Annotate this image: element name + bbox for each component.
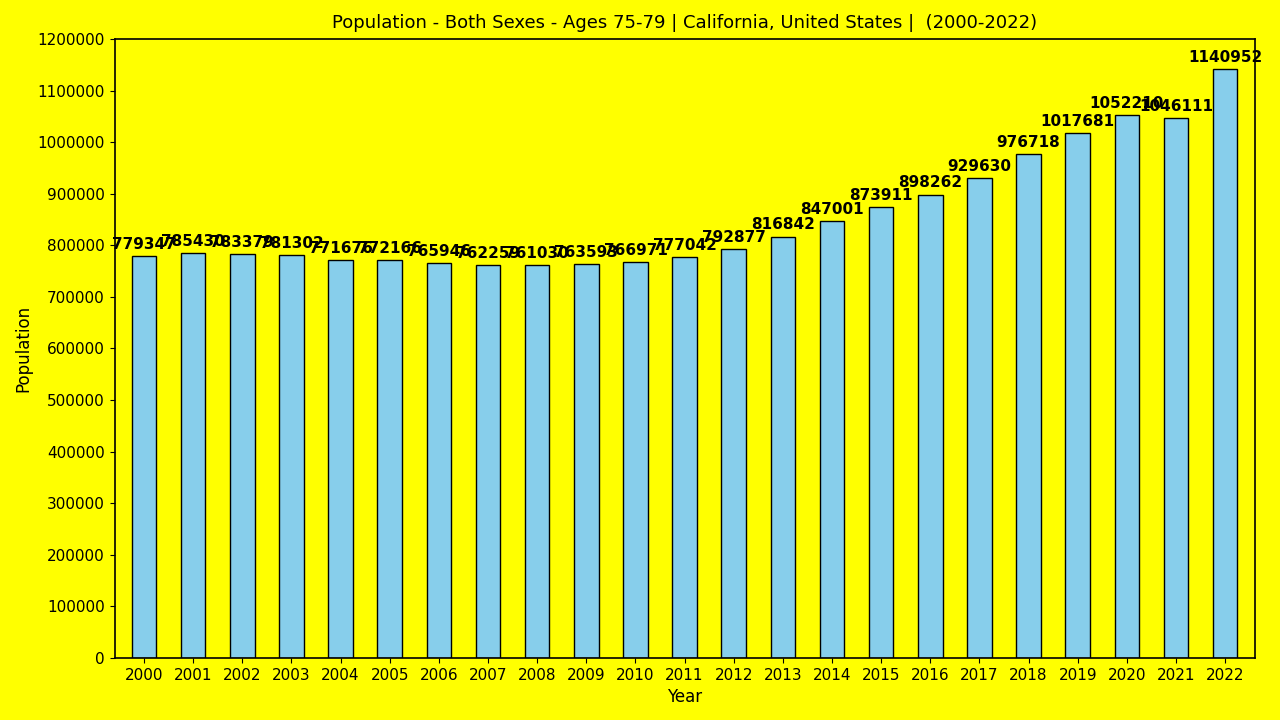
Text: 929630: 929630 — [947, 159, 1011, 174]
Bar — [869, 207, 893, 658]
Text: 847001: 847001 — [800, 202, 864, 217]
Bar — [623, 262, 648, 658]
Bar — [426, 263, 451, 658]
Text: 1046111: 1046111 — [1139, 99, 1213, 114]
Text: 763593: 763593 — [554, 245, 618, 260]
Text: 785430: 785430 — [161, 234, 225, 248]
Text: 898262: 898262 — [899, 176, 963, 191]
Text: 816842: 816842 — [751, 217, 815, 233]
Text: 1052210: 1052210 — [1089, 96, 1164, 111]
Bar — [378, 260, 402, 658]
Text: 766971: 766971 — [603, 243, 667, 258]
Y-axis label: Population: Population — [14, 305, 32, 392]
Text: 765946: 765946 — [407, 243, 471, 258]
Bar — [1115, 115, 1139, 658]
Bar — [722, 249, 746, 658]
Bar — [573, 264, 599, 658]
Bar — [328, 260, 353, 658]
Text: 779347: 779347 — [113, 237, 175, 252]
Text: 1140952: 1140952 — [1188, 50, 1262, 66]
Bar — [1016, 154, 1041, 658]
Bar — [918, 194, 942, 658]
Bar — [476, 265, 500, 658]
Text: 783379: 783379 — [210, 235, 274, 250]
Bar — [968, 179, 992, 658]
Bar — [525, 266, 549, 658]
Text: 976718: 976718 — [997, 135, 1060, 150]
Bar — [1065, 133, 1091, 658]
Text: 873911: 873911 — [850, 188, 913, 203]
Text: 781302: 781302 — [260, 235, 324, 251]
Bar — [672, 257, 696, 658]
Bar — [819, 221, 845, 658]
Bar — [230, 254, 255, 658]
Text: 777042: 777042 — [653, 238, 717, 253]
Text: 761030: 761030 — [506, 246, 570, 261]
X-axis label: Year: Year — [667, 688, 703, 706]
Bar — [180, 253, 206, 658]
Text: 771676: 771676 — [308, 240, 372, 256]
Text: 792877: 792877 — [701, 230, 765, 245]
Bar — [132, 256, 156, 658]
Bar — [1164, 118, 1188, 658]
Text: 772166: 772166 — [357, 240, 421, 256]
Bar — [1213, 69, 1238, 658]
Bar — [279, 255, 303, 658]
Bar — [771, 237, 795, 658]
Text: 762259: 762259 — [456, 246, 520, 261]
Text: 1017681: 1017681 — [1041, 114, 1115, 129]
Title: Population - Both Sexes - Ages 75-79 | California, United States |  (2000-2022): Population - Both Sexes - Ages 75-79 | C… — [332, 14, 1037, 32]
